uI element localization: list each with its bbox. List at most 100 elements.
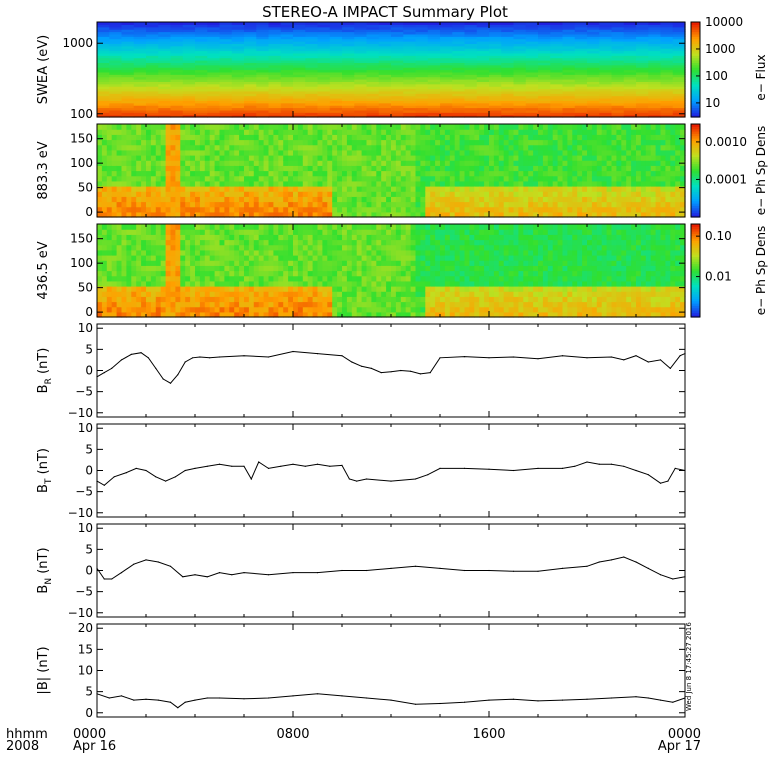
heatmap-cell	[469, 150, 475, 156]
heatmap-cell	[278, 202, 284, 208]
heatmap-cell	[234, 255, 240, 261]
heatmap-cell	[288, 171, 294, 177]
heatmap-cell	[259, 281, 265, 287]
heatmap-cell	[499, 176, 505, 182]
heatmap-cell	[239, 186, 245, 192]
heatmap-cell	[651, 176, 657, 182]
heatmap-cell	[479, 191, 485, 197]
heatmap-cell	[293, 176, 299, 182]
heatmap-cell	[141, 234, 147, 240]
heatmap-cell	[425, 191, 431, 197]
heatmap-cell	[283, 207, 289, 213]
heatmap-cell	[607, 160, 613, 166]
heatmap-cell	[156, 165, 162, 171]
heatmap-cell	[523, 186, 529, 192]
heatmap-cell	[293, 155, 299, 161]
heatmap-cell	[171, 191, 177, 197]
heatmap-cell	[205, 229, 211, 235]
heatmap-cell	[572, 129, 578, 135]
heatmap-cell	[371, 160, 377, 166]
heatmap-cell	[102, 181, 108, 187]
heatmap-cell	[396, 155, 402, 161]
heatmap-cell	[146, 196, 152, 202]
heatmap-cell	[102, 129, 108, 135]
heatmap-cell	[131, 302, 137, 308]
heatmap-cell	[126, 191, 131, 197]
heatmap-cell	[161, 129, 167, 135]
heatmap-cell	[205, 124, 211, 130]
heatmap-cell	[558, 171, 564, 177]
heatmap-cell	[376, 145, 382, 151]
heatmap-cell	[185, 265, 191, 271]
heatmap-cell	[460, 160, 466, 166]
heatmap-cell	[244, 207, 250, 213]
heatmap-cell	[298, 191, 304, 197]
heatmap-cell	[200, 281, 206, 287]
heatmap-cell	[273, 145, 279, 151]
heatmap-cell	[185, 171, 191, 177]
heatmap-cell	[607, 171, 613, 177]
heatmap-cell	[102, 145, 108, 151]
heatmap-cell	[97, 150, 103, 156]
heatmap-cell	[543, 171, 549, 177]
heatmap-cell	[313, 196, 319, 202]
heatmap-cell	[185, 196, 191, 202]
heatmap-cell	[126, 124, 131, 130]
heatmap-cell	[582, 202, 588, 208]
heatmap-cell	[136, 171, 142, 177]
heatmap-cell	[126, 265, 131, 271]
heatmap-cell	[200, 207, 206, 213]
heatmap-cell	[278, 234, 284, 240]
heatmap-cell	[509, 186, 514, 192]
heatmap-cell	[567, 171, 573, 177]
heatmap-cell	[420, 207, 426, 213]
heatmap-cell	[126, 155, 131, 161]
heatmap-cell	[391, 176, 397, 182]
heatmap-cell	[416, 186, 422, 192]
heatmap-cell	[264, 155, 270, 161]
heatmap-cell	[131, 181, 137, 187]
heatmap-cell	[528, 124, 534, 130]
heatmap-cell	[582, 145, 588, 151]
heatmap-cell	[460, 155, 466, 161]
heatmap-cell	[151, 124, 157, 130]
heatmap-cell	[180, 186, 186, 192]
heatmap-cell	[636, 202, 642, 208]
heatmap-cell	[200, 245, 206, 251]
heatmap-cell	[166, 276, 172, 282]
heatmap-cell	[494, 171, 500, 177]
heatmap-cell	[151, 181, 157, 187]
heatmap-cell	[117, 271, 123, 277]
heatmap-cell	[244, 296, 250, 302]
heatmap-cell	[239, 240, 245, 246]
heatmap-cell	[322, 145, 328, 151]
heatmap-cell	[587, 129, 593, 135]
heatmap-cell	[180, 296, 186, 302]
heatmap-cell	[303, 202, 309, 208]
heatmap-cell	[185, 155, 191, 161]
heatmap-cell	[533, 150, 539, 156]
heatmap-cell	[499, 134, 505, 140]
heatmap-cell	[518, 196, 524, 202]
heatmap-cell	[474, 186, 480, 192]
heatmap-cell	[504, 186, 510, 192]
heatmap-cell	[205, 129, 211, 135]
heatmap-cell	[636, 186, 642, 192]
heatmap-cell	[141, 191, 147, 197]
heatmap-cell	[646, 196, 652, 202]
heatmap-cell	[670, 181, 676, 187]
heatmap-cell	[675, 124, 681, 130]
heatmap-cell	[401, 176, 407, 182]
heatmap-cell	[234, 307, 240, 313]
heatmap-cell	[239, 165, 245, 171]
heatmap-cell	[607, 202, 613, 208]
heatmap-cell	[185, 160, 191, 166]
heatmap-cell	[166, 140, 172, 146]
heatmap-cell	[602, 134, 608, 140]
heatmap-cell	[141, 240, 147, 246]
heatmap-cell	[636, 134, 642, 140]
heatmap-cell	[563, 165, 569, 171]
heatmap-cell	[131, 150, 137, 156]
heatmap-cell	[455, 134, 461, 140]
heatmap-cell	[656, 165, 662, 171]
